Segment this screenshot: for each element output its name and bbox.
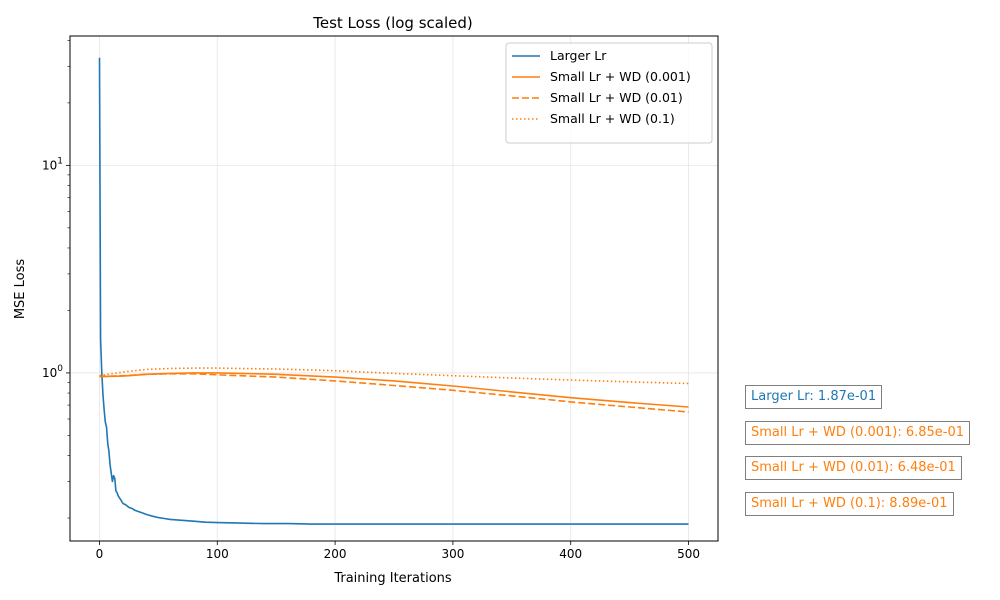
series-line-2 [99,372,689,413]
x-tick-label: 300 [441,547,464,561]
series-layer [98,57,689,525]
series-line-0 [98,57,689,525]
final-value-annotation-wd-0001: Small Lr + WD (0.001): 6.85e-01 [745,421,971,445]
x-tick-label: 0 [96,547,104,561]
y-tick-label: 100 [42,364,63,380]
legend-label-1: Small Lr + WD (0.001) [550,69,691,84]
y-axis-label: MSE Loss [13,259,28,320]
plot-frame [69,35,719,542]
x-tick-label: 100 [206,547,229,561]
x-tick-label: 400 [559,547,582,561]
y-tick-label: 101 [42,156,63,172]
legend-label-0: Larger Lr [550,48,607,63]
tick-layer: 0 100 200 300 400 500 100 101 [42,40,700,561]
final-value-annotation-larger-lr: Larger Lr: 1.87e-01 [745,385,883,409]
legend-box [505,42,713,144]
legend: Larger Lr Small Lr + WD (0.001) Small Lr +… [505,42,713,144]
series-line-1 [99,372,689,408]
chart-title: Test Loss (log scaled) [312,14,473,32]
legend-label-2: Small Lr + WD (0.01) [550,90,683,105]
legend-label-3: Small Lr + WD (0.1) [550,111,675,126]
series-line-3 [99,367,689,385]
x-tick-label: 200 [324,547,347,561]
final-value-annotation-wd-01: Small Lr + WD (0.1): 8.89e-01 [745,492,954,516]
x-tick-label: 500 [677,547,700,561]
x-axis-label: Training Iterations [333,571,452,586]
final-value-annotation-wd-001: Small Lr + WD (0.01): 6.48e-01 [745,456,962,480]
